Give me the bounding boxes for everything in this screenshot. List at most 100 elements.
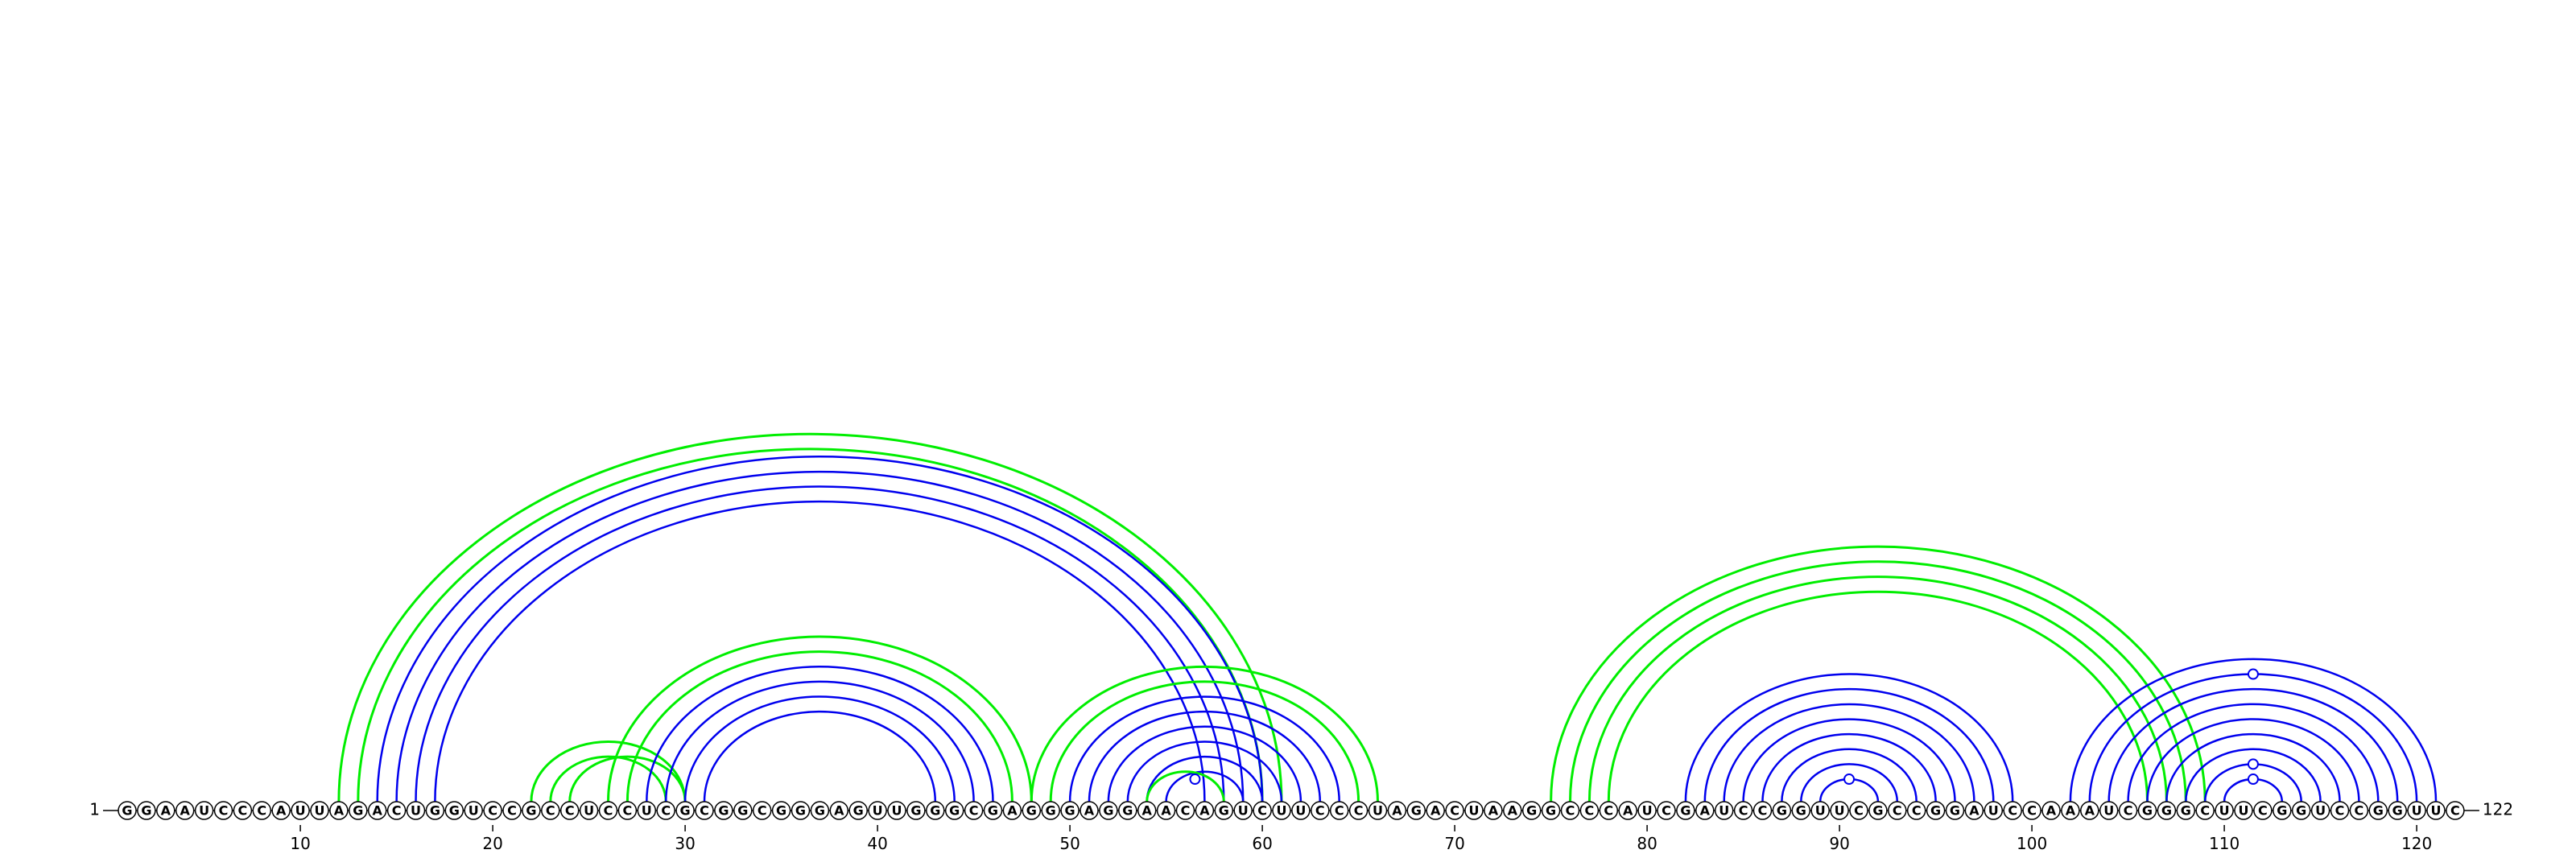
nucleotide-circle bbox=[1926, 801, 1946, 820]
nucleotide-circle bbox=[1830, 801, 1849, 820]
nucleotide-letter: G bbox=[737, 803, 748, 819]
nucleotide-letter: U bbox=[873, 803, 883, 819]
nucleotide-letter: C bbox=[2124, 803, 2133, 819]
nucleotide-circle bbox=[386, 801, 407, 820]
nucleotide-letter: C bbox=[2027, 803, 2037, 819]
nucleotide-92: G bbox=[1868, 801, 1888, 820]
nucleotide-62: U bbox=[1291, 801, 1311, 820]
axis-tick-label-80: 80 bbox=[1637, 834, 1657, 853]
nucleotide-letter: C bbox=[969, 803, 979, 819]
nucleotide-letter: G bbox=[815, 803, 825, 819]
axis-tick-label-100: 100 bbox=[2017, 834, 2047, 853]
nucleotide-31: C bbox=[695, 801, 714, 820]
nucleotide-2: G bbox=[137, 801, 156, 820]
nucleotide-letter: C bbox=[1758, 803, 1768, 819]
nucleotide-circle bbox=[1484, 801, 1503, 820]
nucleotide-circle bbox=[2291, 801, 2311, 820]
nucleotide-circle bbox=[2080, 801, 2099, 820]
nucleotide-letter: G bbox=[1065, 803, 1075, 819]
nucleotide-circle bbox=[1156, 801, 1176, 820]
nucleotide-letter: C bbox=[1354, 803, 1364, 819]
nucleotide-circle bbox=[656, 801, 675, 820]
nucleotide-circle bbox=[926, 801, 945, 820]
nucleotide-circle bbox=[1906, 801, 1926, 820]
arc-marker-circle bbox=[2247, 758, 2259, 770]
nucleotide-circle bbox=[617, 801, 638, 820]
base-pair-arc-102-121 bbox=[2069, 658, 2438, 802]
nucleotide-circle bbox=[1868, 801, 1888, 820]
nucleotide-11: U bbox=[310, 801, 329, 820]
nucleotide-86: C bbox=[1752, 801, 1773, 820]
nucleotide-letter: C bbox=[1604, 803, 1613, 819]
arc-marker-circle bbox=[2247, 773, 2259, 786]
nucleotide-circle bbox=[2176, 801, 2196, 820]
nucleotide-circle bbox=[252, 801, 272, 820]
nucleotide-49: G bbox=[1041, 801, 1060, 820]
nucleotide-circle bbox=[1984, 801, 2004, 820]
nucleotide-circle bbox=[1060, 801, 1080, 820]
nucleotide-circle bbox=[1637, 801, 1657, 820]
nucleotide-letter: C bbox=[1662, 803, 1671, 819]
nucleotide-44: G bbox=[944, 801, 964, 820]
nucleotide-73: A bbox=[1503, 801, 1522, 820]
nucleotide-74: G bbox=[1521, 801, 1542, 820]
nucleotide-circle bbox=[2099, 801, 2119, 820]
nucleotide-circle bbox=[733, 801, 753, 820]
nucleotide-94: C bbox=[1906, 801, 1926, 820]
nucleotide-circle bbox=[2022, 801, 2041, 820]
base-pair-arc-108-115 bbox=[2185, 748, 2322, 802]
nucleotide-letter: U bbox=[1642, 803, 1653, 819]
nucleotide-32: G bbox=[714, 801, 733, 820]
nucleotide-1: G bbox=[118, 801, 137, 820]
nucleotide-circle bbox=[464, 801, 483, 820]
arc-marker-circle bbox=[1189, 773, 1201, 786]
nucleotide-96: G bbox=[1945, 801, 1965, 820]
sequence-start-label: 1 bbox=[89, 800, 100, 819]
nucleotide-circle bbox=[579, 801, 599, 820]
nucleotide-circle bbox=[2273, 801, 2292, 820]
nucleotide-letter: C bbox=[1739, 803, 1748, 819]
nucleotide-108: G bbox=[2176, 801, 2196, 820]
base-pair-arc-52-62 bbox=[1107, 725, 1302, 802]
nucleotide-letter: G bbox=[526, 803, 536, 819]
nucleotide-circle bbox=[1272, 801, 1291, 820]
nucleotide-circle bbox=[1080, 801, 1099, 820]
nucleotide-letter: G bbox=[353, 803, 363, 819]
nucleotide-30: G bbox=[675, 801, 695, 820]
nucleotide-52: G bbox=[1099, 801, 1118, 820]
base-pair-arc-76-108 bbox=[1569, 560, 2187, 802]
nucleotide-letter: U bbox=[1835, 803, 1845, 819]
nucleotide-letter: G bbox=[1103, 803, 1113, 819]
nucleotide-letter: C bbox=[546, 803, 555, 819]
nucleotide-110: U bbox=[2215, 801, 2234, 820]
nucleotide-letter: U bbox=[1719, 803, 1729, 819]
nucleotide-circle bbox=[1888, 801, 1907, 820]
nucleotide-letter: A bbox=[1392, 803, 1402, 819]
nucleotide-103: A bbox=[2080, 801, 2099, 820]
nucleotide-circle bbox=[1695, 801, 1715, 820]
nucleotide-circle bbox=[1137, 801, 1157, 820]
nucleotide-circle bbox=[2310, 801, 2330, 820]
nucleotide-67: A bbox=[1387, 801, 1407, 820]
nucleotide-letter: G bbox=[910, 803, 921, 819]
nucleotide-95: G bbox=[1926, 801, 1946, 820]
base-pair-arcs bbox=[337, 432, 2438, 802]
nucleotide-78: C bbox=[1599, 801, 1619, 820]
nucleotide-16: U bbox=[406, 801, 426, 820]
nucleotide-circle bbox=[2137, 801, 2157, 820]
nucleotide-letter: G bbox=[718, 803, 729, 819]
nucleotide-88: G bbox=[1791, 801, 1811, 820]
nucleotide-circle bbox=[233, 801, 253, 820]
nucleotide-51: A bbox=[1080, 801, 1099, 820]
base-pair-arc-82-99 bbox=[1684, 673, 2014, 802]
nucleotide-letter: C bbox=[1912, 803, 1922, 819]
nucleotide-36: G bbox=[791, 801, 811, 820]
nucleotide-106: G bbox=[2137, 801, 2157, 820]
nucleotide-9: A bbox=[271, 801, 291, 820]
nucleotide-letter: A bbox=[1700, 803, 1711, 819]
nucleotide-letter: G bbox=[988, 803, 998, 819]
nucleotide-letter: U bbox=[1988, 803, 1999, 819]
nucleotide-letter: A bbox=[276, 803, 287, 819]
nucleotide-letter: G bbox=[776, 803, 786, 819]
nucleotide-85: C bbox=[1733, 801, 1753, 820]
